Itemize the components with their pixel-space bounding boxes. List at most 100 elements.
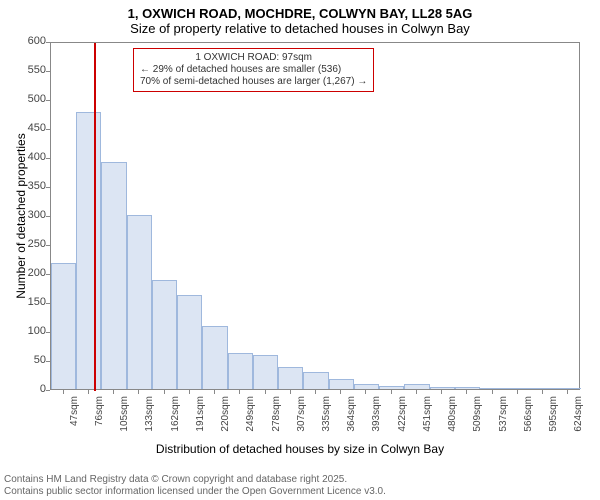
x-tick-mark [189,390,190,394]
footer-line2: Contains public sector information licen… [4,486,386,498]
x-tick-label: 47sqm [69,396,80,446]
x-tick-mark [492,390,493,394]
x-tick-label: 278sqm [271,396,282,446]
histogram-bar [329,379,354,389]
x-tick-label: 249sqm [245,396,256,446]
y-tick-label: 600 [14,35,46,47]
property-marker-line [94,43,96,391]
histogram-bar [228,353,253,389]
x-tick-mark [113,390,114,394]
x-tick-mark [138,390,139,394]
x-tick-label: 595sqm [548,396,559,446]
annotation-line: ← 29% of detached houses are smaller (53… [140,64,367,76]
x-tick-mark [164,390,165,394]
chart-subtitle: Size of property relative to detached ho… [0,21,600,40]
x-tick-mark [391,390,392,394]
x-tick-mark [365,390,366,394]
x-tick-mark [441,390,442,394]
x-tick-label: 393sqm [371,396,382,446]
y-tick-label: 300 [14,209,46,221]
y-tick-label: 100 [14,325,46,337]
y-tick-mark [46,303,50,304]
y-tick-mark [46,42,50,43]
x-tick-mark [517,390,518,394]
x-tick-label: 105sqm [119,396,130,446]
histogram-bar [177,295,202,389]
annotation-line: 1 OXWICH ROAD: 97sqm [140,52,367,64]
x-tick-mark [542,390,543,394]
x-tick-label: 480sqm [447,396,458,446]
histogram-bar [505,388,530,389]
histogram-bar [101,162,126,389]
y-tick-mark [46,390,50,391]
x-tick-mark [315,390,316,394]
y-tick-label: 350 [14,180,46,192]
y-tick-label: 150 [14,296,46,308]
x-tick-mark [466,390,467,394]
histogram-bar [480,388,505,389]
histogram-bar [354,384,379,389]
y-tick-mark [46,158,50,159]
histogram-bar [127,215,152,389]
y-tick-mark [46,332,50,333]
chart-title: 1, OXWICH ROAD, MOCHDRE, COLWYN BAY, LL2… [0,0,600,21]
x-tick-label: 335sqm [321,396,332,446]
x-tick-mark [88,390,89,394]
x-tick-label: 191sqm [195,396,206,446]
y-tick-label: 200 [14,267,46,279]
x-tick-mark [340,390,341,394]
x-tick-label: 509sqm [472,396,483,446]
annotation-line: 70% of semi-detached houses are larger (… [140,76,367,88]
x-tick-label: 422sqm [397,396,408,446]
histogram-bar [51,263,76,389]
x-tick-mark [214,390,215,394]
histogram-bar [76,112,101,389]
y-tick-label: 250 [14,238,46,250]
histogram-bar [379,386,404,389]
histogram-bar [531,388,556,389]
y-tick-label: 500 [14,93,46,105]
histogram-bar [278,367,303,389]
x-tick-mark [239,390,240,394]
histogram-bar [430,387,455,389]
y-tick-mark [46,216,50,217]
x-tick-mark [63,390,64,394]
x-tick-label: 162sqm [170,396,181,446]
y-tick-label: 400 [14,151,46,163]
histogram-bar [152,280,177,389]
chart-plot-area: 1 OXWICH ROAD: 97sqm← 29% of detached ho… [50,42,580,390]
y-tick-mark [46,245,50,246]
y-tick-mark [46,100,50,101]
y-tick-mark [46,274,50,275]
x-tick-mark [416,390,417,394]
x-tick-label: 537sqm [498,396,509,446]
x-tick-label: 76sqm [94,396,105,446]
y-tick-label: 450 [14,122,46,134]
y-tick-mark [46,71,50,72]
x-tick-mark [567,390,568,394]
histogram-bar [455,387,480,389]
y-tick-label: 0 [14,383,46,395]
x-tick-label: 133sqm [144,396,155,446]
annotation-box: 1 OXWICH ROAD: 97sqm← 29% of detached ho… [133,48,374,92]
x-tick-label: 307sqm [296,396,307,446]
y-tick-mark [46,129,50,130]
histogram-bar [556,388,581,389]
x-tick-mark [265,390,266,394]
histogram-bar [404,384,429,389]
histogram-bar [253,355,278,389]
y-tick-mark [46,361,50,362]
x-tick-label: 451sqm [422,396,433,446]
histogram-bar [202,326,227,389]
x-tick-mark [290,390,291,394]
y-tick-mark [46,187,50,188]
attribution-footer: Contains HM Land Registry data © Crown c… [0,472,390,500]
histogram-bar [303,372,328,389]
x-tick-label: 624sqm [573,396,584,446]
x-tick-label: 566sqm [523,396,534,446]
x-tick-label: 364sqm [346,396,357,446]
footer-line1: Contains HM Land Registry data © Crown c… [4,474,386,486]
y-tick-label: 50 [14,354,46,366]
y-tick-label: 550 [14,64,46,76]
x-tick-label: 220sqm [220,396,231,446]
